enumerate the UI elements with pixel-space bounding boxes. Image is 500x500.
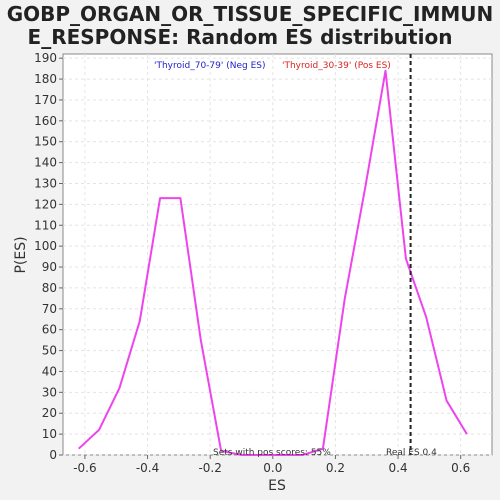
y-tick-label: 90 [42, 260, 57, 274]
y-tick-label: 110 [34, 218, 57, 232]
y-tick-label: 100 [34, 239, 57, 253]
y-axis-ticks: 0 10 20 30 40 50 60 70 80 90 100 110 120 130 140 150 160… [34, 51, 63, 462]
y-tick-label: 170 [34, 93, 57, 107]
y-tick-label: 80 [42, 281, 57, 295]
pos-scores-note: Sets with pos scores: 55% [213, 448, 331, 458]
real-es-note: Real ES 0.4 [386, 448, 437, 458]
y-tick-label: 20 [42, 406, 57, 420]
y-tick-label: 40 [42, 364, 57, 378]
es-distribution-line [78, 69, 468, 456]
y-tick-label: 60 [42, 323, 57, 337]
y-tick-label: 130 [34, 176, 57, 190]
legend-neg-es: 'Thyroid_70-79' (Neg ES) [154, 61, 265, 71]
chart-title-line-2: E_RESPONSE: Random ES distribution [28, 25, 453, 49]
y-tick-label: 120 [34, 197, 57, 211]
y-tick-label: 140 [34, 156, 57, 170]
chart-title-line-1: GOBP_ORGAN_OR_TISSUE_SPECIFIC_IMMUN [7, 2, 494, 26]
plot-area [62, 53, 493, 456]
y-tick-label: 0 [49, 448, 57, 462]
y-tick-label: 160 [34, 114, 57, 128]
y-tick-label: 70 [42, 302, 57, 316]
grid [63, 54, 492, 456]
x-tick-label: -0.4 [136, 461, 159, 475]
x-tick-label: -0.2 [198, 461, 221, 475]
x-tick-label: 0.4 [389, 461, 408, 475]
series-layer [78, 69, 468, 456]
y-tick-label: 150 [34, 135, 57, 149]
legend-pos-es: 'Thyroid_30-39' (Pos ES) [282, 61, 391, 71]
y-tick-label: 10 [42, 427, 57, 441]
x-tick-label: 0.2 [326, 461, 345, 475]
y-tick-label: 180 [34, 72, 57, 86]
y-tick-label: 190 [34, 51, 57, 65]
x-axis-ticks: -0.6 -0.4 -0.2 0.0 0.2 0.4 0.6 [73, 455, 470, 475]
x-tick-label: -0.6 [73, 461, 96, 475]
y-tick-label: 50 [42, 344, 57, 358]
y-axis-label: P(ES) [13, 236, 29, 273]
x-axis-label: ES [268, 478, 286, 494]
x-tick-label: 0.0 [263, 461, 282, 475]
y-tick-label: 30 [42, 385, 57, 399]
x-tick-label: 0.6 [451, 461, 470, 475]
